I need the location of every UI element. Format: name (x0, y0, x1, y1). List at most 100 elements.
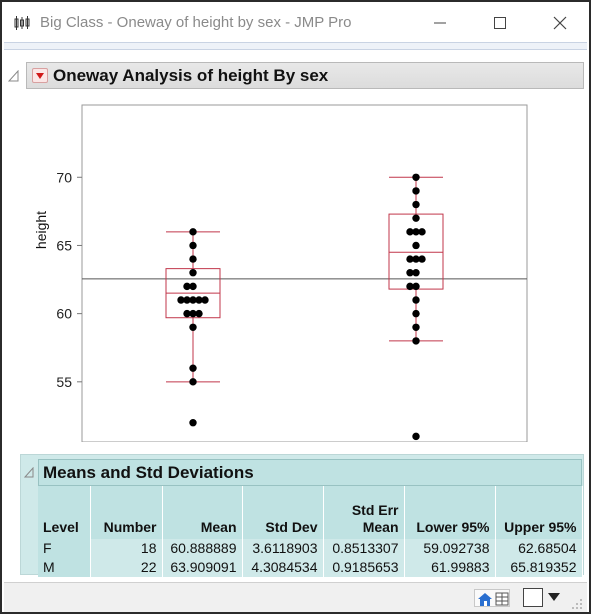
data-point (189, 255, 197, 263)
close-button[interactable] (540, 10, 580, 36)
cell-level: F (38, 539, 91, 558)
title-bar: Big Class - Oneway of height by sex - JM… (2, 2, 589, 42)
y-tick-label: 70 (56, 169, 72, 185)
outline-title-bar: Oneway Analysis of height By sex (26, 62, 584, 89)
data-point (406, 282, 414, 291)
data-point (189, 378, 197, 386)
close-icon (553, 16, 567, 30)
y-tick-label: 60 (56, 306, 72, 322)
col-header-std-dev: Std Dev (242, 486, 324, 539)
data-point (189, 269, 197, 277)
maximize-button[interactable] (480, 10, 520, 36)
data-point (406, 269, 414, 277)
std-err-mean-label: Std Err Mean (351, 502, 399, 535)
data-point (412, 173, 420, 181)
home-icon (478, 592, 509, 606)
status-bar (4, 582, 587, 612)
means-table-header: Means and Std Deviations (38, 459, 582, 486)
data-point (412, 200, 420, 209)
data-point (406, 228, 414, 236)
plot-frame (81, 104, 528, 442)
data-point (189, 419, 197, 427)
cell-mean: 63.909091 (162, 558, 243, 577)
data-point (412, 323, 420, 331)
data-point (189, 296, 197, 304)
data-point (412, 269, 420, 277)
y-tick-label: 55 (56, 374, 72, 390)
data-point (195, 309, 203, 318)
resize-grip-icon[interactable] (570, 597, 584, 611)
cell-std-err-mean: 0.9185653 (323, 558, 405, 577)
data-point (418, 228, 426, 236)
data-point (412, 228, 420, 236)
data-point (189, 228, 197, 236)
data-point (189, 241, 197, 250)
data-point (189, 309, 197, 318)
data-point (183, 282, 191, 291)
col-header-lower-95: Lower 95% (404, 486, 496, 539)
y-axis-label: height (33, 211, 49, 249)
means-table: Level Number Mean Std Dev Std Err Mean L… (38, 486, 583, 577)
data-point (189, 282, 197, 291)
minimize-button[interactable] (420, 10, 460, 36)
cell-number: 18 (90, 539, 163, 558)
report-title: Oneway Analysis of height By sex (53, 66, 329, 85)
cell-upper-95: 62.68504 (495, 539, 583, 558)
col-header-upper-95: Upper 95% (495, 486, 583, 539)
data-point (189, 323, 197, 331)
means-std-panel: Means and Std Deviations Level Number Me… (20, 454, 584, 577)
col-header-mean: Mean (162, 486, 243, 539)
cell-std-dev: 3.6118903 (242, 539, 324, 558)
col-header-level: Level (38, 486, 91, 539)
resize-dots (572, 599, 582, 609)
oneway-outline-header: Oneway Analysis of height By sex (8, 62, 584, 90)
col-header-number: Number (90, 486, 163, 539)
report-area: Oneway Analysis of height By sex 5055606… (6, 52, 585, 582)
data-point (412, 432, 420, 441)
data-point (177, 296, 185, 304)
maximize-icon (494, 17, 506, 29)
data-point (412, 255, 420, 263)
table-header-row: Level Number Mean Std Dev Std Err Mean L… (38, 486, 583, 539)
cell-upper-95: 65.819352 (495, 558, 583, 577)
window-square-icon[interactable] (523, 588, 543, 607)
means-table-title: Means and Std Deviations (43, 463, 254, 482)
data-point (406, 255, 414, 263)
data-point (412, 337, 420, 345)
cell-mean: 60.888889 (162, 539, 243, 558)
data-point (418, 255, 426, 263)
home-table-button[interactable] (474, 589, 510, 607)
data-point (195, 296, 203, 304)
cell-number: 22 (90, 558, 163, 577)
cell-std-dev: 4.3084534 (242, 558, 324, 577)
table-row: F 18 60.888889 3.6118903 0.8513307 59.09… (38, 539, 583, 558)
dropdown-arrow-icon[interactable] (548, 593, 560, 601)
disclosure-triangle-icon[interactable] (8, 70, 20, 82)
oneway-plot: 5055606570heightFMsex (33, 104, 528, 442)
cell-level: M (38, 558, 91, 577)
data-point (412, 187, 420, 195)
table-row: M 22 63.909091 4.3084534 0.9185653 61.99… (38, 558, 583, 577)
data-point (412, 296, 420, 304)
data-point (183, 309, 191, 318)
data-point (412, 214, 420, 222)
window-title: Big Class - Oneway of height by sex - JM… (40, 14, 352, 31)
toolbar-strip (4, 42, 587, 50)
cell-std-err-mean: 0.8513307 (323, 539, 405, 558)
data-point (412, 241, 420, 250)
jmp-app-icon (14, 16, 30, 30)
minimize-icon (434, 22, 446, 24)
y-tick-label: 65 (56, 237, 72, 253)
data-point (189, 364, 197, 372)
red-triangle-menu-icon[interactable] (32, 68, 48, 83)
cell-lower-95: 61.99883 (404, 558, 496, 577)
col-header-std-err-mean: Std Err Mean (323, 486, 405, 539)
data-table-icon (495, 592, 509, 606)
data-point (412, 309, 420, 318)
disclosure-triangle-icon[interactable] (24, 467, 35, 478)
cell-lower-95: 59.092738 (404, 539, 496, 558)
data-point (201, 296, 209, 304)
data-point (183, 296, 191, 304)
data-point (412, 282, 420, 291)
